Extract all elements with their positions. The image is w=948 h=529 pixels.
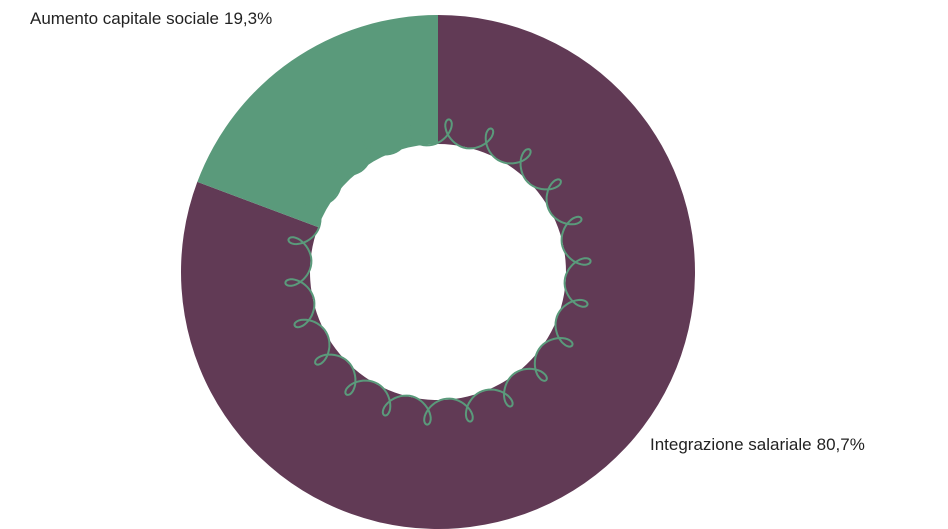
value-label: 19,3%	[224, 9, 272, 28]
value-label: 80,7%	[817, 435, 865, 454]
decoration	[284, 118, 592, 426]
wedges	[180, 15, 695, 529]
donut-slice	[180, 15, 695, 529]
slice-label: Integrazione salariale 80,7%	[650, 435, 865, 454]
category-label: Integrazione salariale	[650, 435, 812, 454]
slice-label: Aumento capitale sociale 19,3%	[30, 9, 272, 28]
donut-slice	[197, 15, 438, 228]
category-label: Aumento capitale sociale	[30, 9, 219, 28]
